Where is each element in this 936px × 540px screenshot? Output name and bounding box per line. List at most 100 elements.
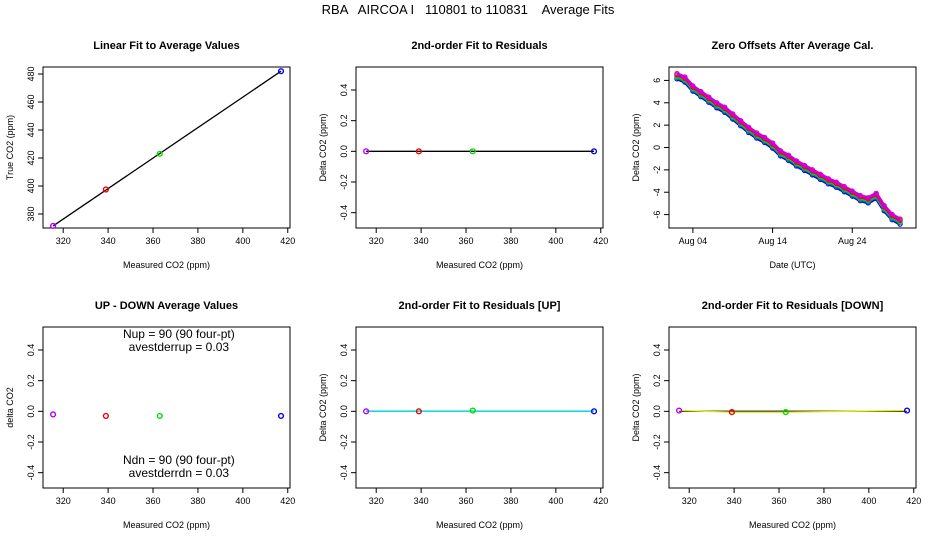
panel3-x-tick-label: Aug 24: [838, 236, 867, 246]
panel6-x-tick-label: 420: [906, 496, 921, 506]
panel2-y-axis-label: Delta CO2 (ppm): [318, 113, 328, 181]
panel3-series-point-magenta: [777, 148, 784, 154]
panel4-avestderrup-annotation: avestderrup = 0.03: [129, 340, 230, 354]
panel1-data-point-red: [102, 186, 109, 193]
panel6-x-tick-label: 360: [772, 496, 787, 506]
panel1-y-tick-label: 480: [26, 66, 36, 81]
panel6-data-point-purple: [676, 407, 683, 414]
panel3-series-point-magenta: [674, 71, 680, 77]
panel2-data-point-blue: [590, 148, 598, 155]
panel3-series-point-magenta: [682, 74, 688, 80]
panel4-y-tick-label: 0.2: [26, 374, 36, 387]
panel2-y-tick-label: 0.4: [339, 84, 349, 97]
panel5-y-tick-label: 0.4: [339, 344, 349, 357]
panel3-series-point-magenta: [730, 111, 736, 117]
panel6-x-tick-label: 380: [816, 496, 831, 506]
panel4-x-axis-label: Measured CO2 (ppm): [123, 520, 210, 530]
panel2-data-point-red: [415, 148, 422, 155]
panel6-data-point-blue: [903, 407, 911, 414]
panel3-y-tick-label: -4: [652, 188, 662, 196]
panel1-y-tick-label: 420: [26, 150, 36, 165]
panel3-series-point-magenta: [857, 192, 863, 199]
panel3-title: Zero Offsets After Average Cal.: [712, 40, 874, 52]
panel1-y-axis-label: True CO2 (ppm): [5, 115, 15, 180]
panel4-y-tick-label: -0.4: [26, 465, 36, 481]
panel6-plot-frame: [668, 326, 917, 489]
panel3-series-point-magenta: [738, 117, 744, 124]
panel1-data-point-green: [156, 150, 163, 157]
panel3-series-point-magenta: [714, 100, 720, 106]
panel4-x-tick-label: 340: [101, 496, 116, 506]
panel1-x-tick-label: 340: [101, 236, 116, 246]
panel6-x-tick-label: 340: [727, 496, 742, 506]
panel3-y-tick-label: 4: [652, 100, 662, 105]
panel5-y-tick-label: -0.2: [339, 434, 349, 450]
panel5-x-tick-label: 320: [369, 496, 384, 506]
panel3-x-tick-label: Aug 04: [679, 236, 708, 246]
panel6-y-axis-label: Delta CO2 (ppm): [631, 373, 641, 441]
panel1-y-tick-label: 460: [26, 94, 36, 109]
panel4-y-tick-label: -0.2: [26, 434, 36, 450]
panel1-fit-line-black: [52, 70, 282, 227]
panel2-y-tick-label: -0.4: [339, 205, 349, 221]
panel3-x-tick-label: Aug 14: [758, 236, 787, 246]
panel3-series-point-magenta: [722, 104, 728, 110]
panel4-x-tick-label: 400: [235, 496, 250, 506]
panel6-title: 2nd-order Fit to Residuals [DOWN]: [702, 300, 884, 312]
panel5-x-tick-label: 420: [593, 496, 608, 506]
panel2-title: 2nd-order Fit to Residuals: [411, 40, 547, 52]
panel5-x-tick-label: 360: [459, 496, 474, 506]
panel1-title: Linear Fit to Average Values: [93, 40, 240, 52]
panel5-data-point-green: [469, 407, 476, 414]
panel3-series-point-magenta: [841, 183, 847, 190]
panel4-y-axis-label: delta CO2: [5, 387, 15, 428]
panel4-data-point-purple: [50, 411, 57, 418]
panel1-x-axis-label: Measured CO2 (ppm): [123, 260, 210, 270]
panel5-x-axis-label: Measured CO2 (ppm): [436, 520, 523, 530]
panel3-y-tick-label: -2: [652, 166, 662, 174]
panel3-y-tick-label: 2: [652, 123, 662, 128]
panel3-y-tick-label: 6: [652, 78, 662, 83]
panel5-y-tick-label: 0.0: [339, 405, 349, 418]
panel1-data-point-purple: [50, 222, 57, 230]
panel4-y-tick-label: 0.0: [26, 405, 36, 418]
panel1-x-tick-label: 320: [56, 236, 71, 246]
panel4-nup-annotation: Nup = 90 (90 four-pt): [123, 327, 235, 341]
panel2-y-tick-label: -0.2: [339, 174, 349, 190]
panel3-series-point-magenta: [801, 162, 808, 169]
panel5-x-tick-label: 340: [414, 496, 429, 506]
panel5-y-tick-label: -0.4: [339, 465, 349, 481]
panel1-y-tick-label: 440: [26, 122, 36, 137]
panel5-y-tick-label: 0.2: [339, 374, 349, 387]
panel1-x-tick-label: 400: [235, 236, 250, 246]
panel1-y-tick-label: 400: [26, 178, 36, 193]
panel4-ndn-annotation: Ndn = 90 (90 four-pt): [123, 453, 235, 467]
panel6-y-tick-label: -0.2: [652, 434, 662, 450]
panel2-x-axis-label: Measured CO2 (ppm): [436, 260, 523, 270]
panel2-x-tick-label: 380: [503, 236, 518, 246]
panel3-series-point-magenta: [761, 134, 768, 141]
panel5-x-tick-label: 400: [548, 496, 563, 506]
panel3-y-tick-label: 0: [652, 145, 662, 150]
panel1-x-tick-label: 420: [280, 236, 295, 246]
panel3-series-point-magenta: [849, 188, 855, 194]
panel2-x-tick-label: 320: [369, 236, 384, 246]
panel2-x-tick-label: 360: [459, 236, 474, 246]
panel3-series-point-magenta: [873, 190, 879, 197]
panel3-series-point-magenta: [769, 140, 776, 146]
panel1-data-point-blue: [277, 68, 285, 75]
panel3-series-point-magenta: [753, 130, 760, 136]
panel4-data-point-blue: [277, 412, 285, 420]
panel4-y-tick-label: 0.4: [26, 344, 36, 357]
panel3-series-point-magenta: [698, 88, 704, 95]
panel2-x-tick-label: 400: [548, 236, 563, 246]
panel3-series-point-magenta: [809, 167, 816, 173]
panel2-x-tick-label: 340: [414, 236, 429, 246]
panel6-data-point-green: [782, 409, 789, 416]
panel5-data-point-blue: [590, 408, 598, 415]
panel3-series-point-magenta: [706, 94, 712, 100]
panel4-x-tick-label: 380: [190, 496, 205, 506]
panel1-y-tick-label: 380: [26, 206, 36, 221]
panel3-series-point-magenta: [897, 216, 903, 222]
panel6-y-tick-label: 0.0: [652, 405, 662, 418]
